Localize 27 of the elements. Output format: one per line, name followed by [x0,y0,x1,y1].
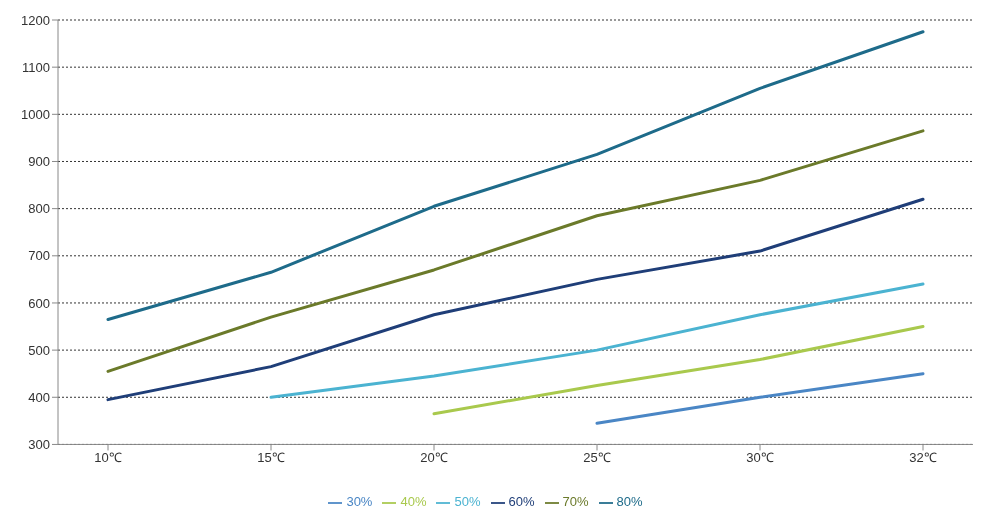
x-tick-label: 15℃ [257,449,285,465]
line-series [106,129,925,373]
legend-label: 30% [346,494,373,510]
x-tick-label: 30℃ [746,449,774,465]
legend-label: 40% [400,494,427,510]
legend-label: 60% [508,494,535,510]
y-tick-label: 800 [28,201,50,217]
y-tick-label: 300 [28,437,50,453]
line-series [106,197,925,402]
y-tick-label: 1100 [22,59,50,75]
y-tick-label: 900 [28,154,50,170]
legend-label: 70% [562,494,589,510]
y-tick-label: 500 [28,342,50,358]
y-tick-label: 400 [28,389,50,405]
y-tick-label: 600 [28,295,50,311]
legend-label: 50% [454,494,481,510]
x-tick-label: 32℃ [909,449,937,465]
x-tick-label: 20℃ [420,449,448,465]
line-series [269,282,925,399]
x-tick-label: 25℃ [583,449,611,465]
y-tick-label: 1200 [21,12,50,28]
x-tick-label: 10℃ [94,449,122,465]
legend-label: 80% [616,494,643,510]
y-tick-label: 1000 [21,106,50,122]
line-series [432,325,925,416]
y-tick-label: 700 [28,248,50,264]
line-series [106,30,925,321]
